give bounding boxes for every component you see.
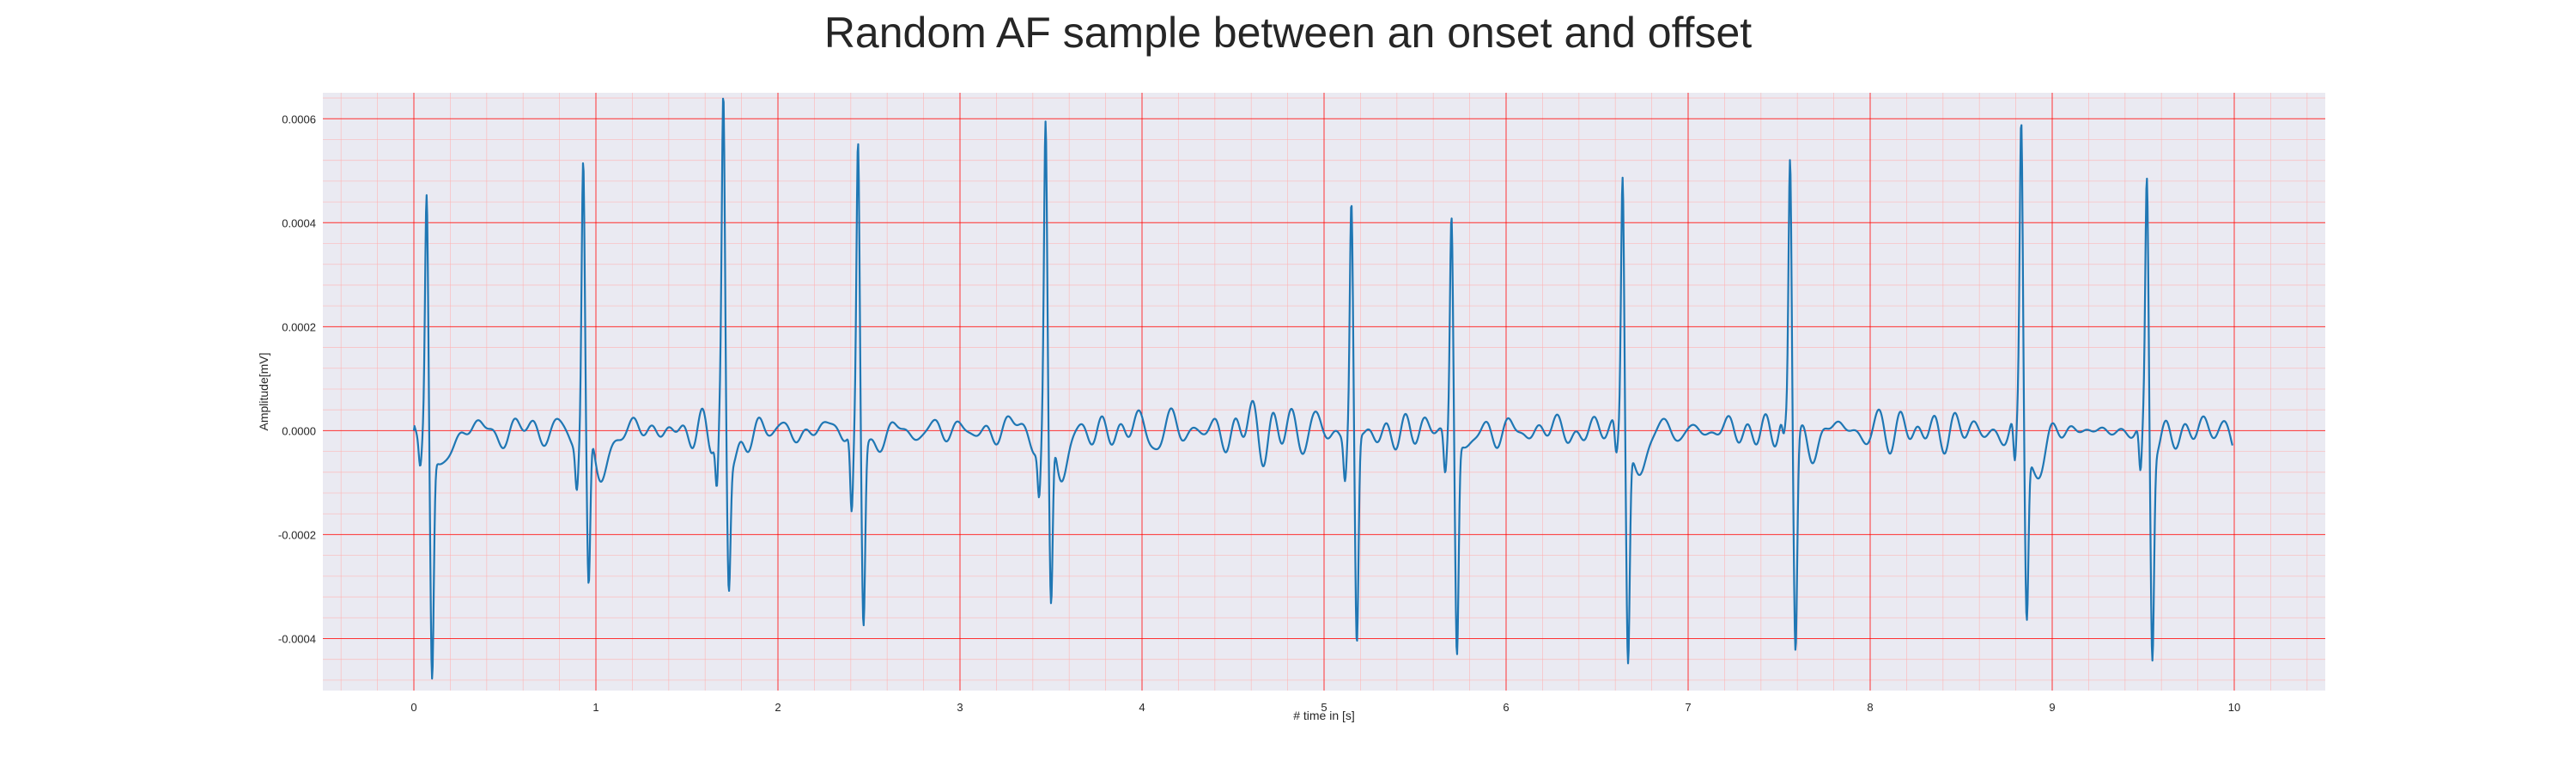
x-axis-ticks: 0 1 2 3 4 5 6 7 8 9 10 bbox=[410, 701, 2240, 714]
y-tick-label: -0.0002 bbox=[278, 528, 316, 541]
x-tick-label: 0 bbox=[410, 701, 416, 714]
x-tick-label: 10 bbox=[2228, 701, 2240, 714]
y-tick-label: 0.0000 bbox=[282, 424, 316, 437]
y-axis-title: Amplitude[mV] bbox=[257, 352, 270, 430]
x-tick-label: 9 bbox=[2049, 701, 2055, 714]
series-line bbox=[412, 97, 2233, 680]
y-tick-label: -0.0004 bbox=[278, 632, 316, 645]
x-tick-label: 2 bbox=[775, 701, 781, 714]
x-tick-label: 4 bbox=[1139, 701, 1145, 714]
x-tick-label: 1 bbox=[592, 701, 598, 714]
x-axis-title: # time in [s] bbox=[1293, 709, 1355, 722]
x-tick-label: 5 bbox=[1321, 701, 1327, 714]
chart-title: Random AF sample between an onset and of… bbox=[824, 9, 1752, 57]
y-axis-ticks: -0.0004 -0.0002 0.0000 0.0002 0.0004 0.0006 bbox=[278, 113, 316, 645]
y-tick-label: 0.0002 bbox=[282, 320, 316, 333]
x-tick-label: 8 bbox=[1867, 701, 1873, 714]
y-tick-label: 0.0004 bbox=[282, 216, 316, 229]
x-tick-label: 3 bbox=[957, 701, 963, 714]
x-tick-label: 7 bbox=[1685, 701, 1691, 714]
y-tick-label: 0.0006 bbox=[282, 113, 316, 125]
x-tick-label: 6 bbox=[1503, 701, 1509, 714]
